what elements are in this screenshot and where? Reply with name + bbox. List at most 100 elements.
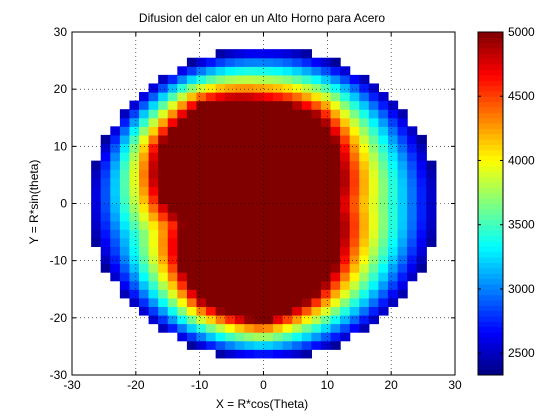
heatmap-cell [273, 100, 284, 110]
heatmap-cell [234, 229, 245, 239]
heatmap-cell [225, 152, 236, 162]
heatmap-cell [407, 160, 418, 170]
heatmap-cell [158, 92, 169, 102]
heatmap-cell [311, 117, 322, 127]
heatmap-cell [206, 117, 217, 127]
heatmap-cell [139, 220, 150, 230]
heatmap-cell [340, 83, 351, 93]
heatmap-cell [167, 280, 178, 290]
heatmap-cell [196, 263, 207, 273]
heatmap-cell [387, 160, 399, 170]
heatmap-cell [186, 212, 198, 222]
heatmap-cell [244, 220, 255, 230]
heatmap-cell [234, 134, 245, 145]
y-axis-ticks: -30 -20 -10 0 10 20 30 [50, 25, 455, 382]
heatmap-cell [129, 186, 140, 196]
heatmap-cell [234, 83, 245, 93]
heatmap-cell [320, 83, 332, 93]
heatmap-cell [139, 280, 150, 290]
heatmap-cell [244, 289, 255, 299]
heatmap-cell [244, 109, 255, 119]
heatmap-cell [368, 280, 379, 290]
heatmap-cell [196, 306, 207, 316]
heatmap-cell [378, 289, 389, 299]
heatmap-cell [158, 246, 169, 256]
heatmap-cell [368, 272, 379, 282]
heatmap-cell [234, 160, 245, 170]
heatmap-cell [139, 203, 150, 213]
heatmap-cell [320, 177, 332, 187]
heatmap-cell [177, 143, 188, 153]
heatmap-cell [292, 74, 303, 85]
heatmap-cell [177, 220, 188, 230]
heatmap-cell [320, 126, 332, 136]
heatmap-cell [100, 169, 111, 179]
heatmap-cell [407, 220, 418, 230]
heatmap-cell [196, 332, 207, 342]
heatmap-cell [378, 117, 389, 127]
heatmap-cell [320, 297, 332, 307]
heatmap-cell [158, 263, 169, 273]
heatmap-cell [158, 212, 169, 222]
heatmap-cell [426, 169, 437, 179]
heatmap-cell [301, 332, 312, 342]
heatmap-cell [282, 134, 293, 145]
colorbar-band [478, 133, 503, 140]
heatmap-cell [167, 169, 178, 179]
colorbar-band [478, 176, 503, 183]
x-tick-label: -20 [127, 378, 145, 392]
heatmap-cell [397, 160, 408, 170]
heatmap-cell [167, 289, 178, 299]
heatmap-cell [368, 237, 379, 247]
heatmap-cell [359, 229, 370, 239]
heatmap-cell [225, 186, 236, 196]
heatmap-cell [129, 169, 140, 179]
heatmap-cell [282, 109, 293, 119]
heatmap-cell [311, 66, 322, 76]
heatmap-cell [359, 152, 370, 162]
heatmap-cell [263, 160, 274, 170]
heatmap-cell [225, 160, 236, 170]
heatmap-cell [330, 109, 341, 119]
heatmap-cell [387, 229, 399, 239]
heatmap-cell [320, 143, 332, 153]
heatmap-cell [340, 117, 351, 127]
colorbar-band [478, 369, 503, 376]
heatmap-cell [215, 237, 226, 247]
heatmap-cell [244, 169, 255, 179]
heatmap-cell [91, 169, 102, 179]
colorbar-band [478, 208, 503, 215]
heatmap-cell [301, 117, 312, 127]
heatmap-cell [186, 263, 198, 273]
heatmap-cell [167, 134, 178, 145]
heatmap-cell [397, 289, 408, 299]
heatmap-cell [206, 177, 217, 187]
heatmap-cell [119, 186, 131, 196]
heatmap-cell [234, 177, 245, 187]
heatmap-cell [320, 332, 332, 342]
heatmap-cell [330, 246, 341, 256]
heatmap-cell [129, 143, 140, 153]
heatmap-cell [301, 246, 312, 256]
heatmap-cell [148, 152, 159, 162]
heatmap-cell [282, 160, 293, 170]
heatmap-cell [397, 203, 408, 213]
heatmap-cell [253, 177, 265, 187]
heatmap-cell [263, 109, 274, 119]
heatmap-cell [177, 263, 188, 273]
heatmap-cell [186, 74, 198, 85]
heatmap-cell [206, 272, 217, 282]
heatmap-cell [225, 66, 236, 76]
heatmap-cell [330, 83, 341, 93]
heatmap-cell [215, 49, 226, 59]
heatmap-cell [273, 246, 284, 256]
heatmap-cell [119, 263, 131, 273]
heatmap-cell [119, 237, 131, 247]
heatmap-cell [206, 306, 217, 316]
heatmap-cell [215, 160, 226, 170]
heatmap-cell [349, 100, 360, 110]
heatmap-cell [292, 246, 303, 256]
heatmap-cell [148, 126, 159, 136]
heatmap-cell [139, 143, 150, 153]
heatmap-cell [148, 229, 159, 239]
